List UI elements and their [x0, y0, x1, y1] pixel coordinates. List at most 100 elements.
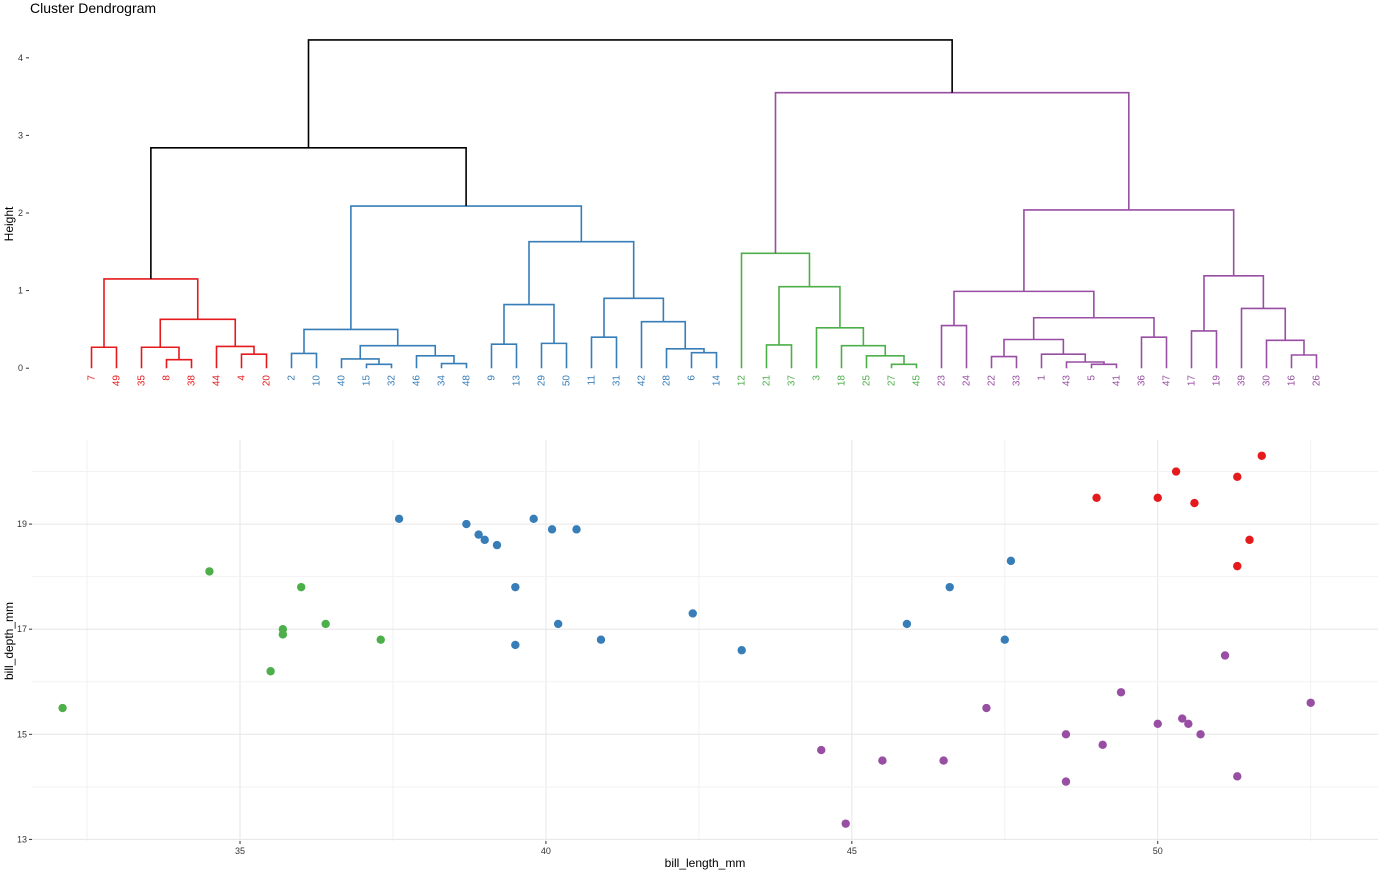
scatter-grid: [32, 440, 1378, 841]
scatter-point-purple: [1153, 719, 1162, 729]
dendrogram-branch: [440, 362, 468, 369]
scatter-point-blue: [945, 582, 954, 592]
dendrogram-leaf-label: 22: [987, 375, 998, 387]
dendrogram-branch: [765, 344, 793, 369]
scatter-point-purple: [1184, 719, 1193, 729]
dendrogram-branch: [307, 39, 953, 148]
scatter-point-purple: [1061, 777, 1071, 786]
scatter-panel: 35 40 45 50 13 15 17 19 bill_length_mm bill_de…: [2, 440, 1378, 870]
dendrogram-branch: [415, 354, 455, 369]
scatter-point-blue: [462, 519, 471, 529]
scatter-point-purple: [982, 703, 991, 713]
dendrogram-branch: [774, 91, 1130, 254]
dendrogram-leaf-label: 49: [112, 375, 123, 387]
scatter-point-blue: [596, 635, 606, 644]
dendrogram-leaf-label: 11: [587, 375, 598, 386]
dendrogram-branch: [165, 358, 193, 369]
dendrogram-branch: [740, 252, 811, 369]
dendrogram-branch: [865, 354, 905, 369]
dendrogram-y-tick-label: 0: [18, 363, 23, 373]
dendrogram-branch: [240, 353, 268, 369]
dendrogram-branch: [365, 363, 393, 369]
dendrogram-leaf-label: 34: [437, 375, 448, 387]
dendrogram-leaf-label: 20: [262, 375, 273, 387]
dendrogram-branches: [90, 39, 1318, 369]
scatter-point-green: [266, 667, 275, 676]
dendrogram-leaf-label: 42: [637, 375, 648, 387]
dendrogram-leaf-label: 44: [212, 375, 223, 387]
dendrogram-leaf-labels: 7 49 35 8 38 44 4 20 2 10 40 15 32 46 34 48 9 13 29 50 11 31 4…: [87, 375, 1323, 387]
dendrogram-branch: [159, 318, 237, 348]
dendrogram-leaf-label: 32: [387, 375, 398, 387]
dendrogram-leaf-label: 8: [162, 375, 173, 381]
scatter-point-purple: [1306, 698, 1315, 707]
scatter-x-axis-label: bill_length_mm: [665, 856, 746, 870]
dendrogram-branch: [1240, 307, 1287, 369]
dendrogram-branch: [590, 336, 618, 369]
scatter-point-purple: [841, 819, 850, 828]
dendrogram-leaf-label: 46: [412, 375, 423, 387]
dendrogram-branch: [140, 346, 180, 369]
dendrogram-leaf-label: 37: [787, 375, 798, 387]
scatter-point-purple: [1098, 740, 1107, 750]
dendrogram-leaf-label: 1: [1037, 375, 1048, 381]
dendrogram-leaf-label: 10: [312, 375, 323, 387]
scatter-point-red: [1257, 451, 1266, 460]
scatter-points: [58, 451, 1315, 828]
dendrogram-leaf-label: 12: [737, 375, 748, 387]
scatter-point-purple: [939, 756, 948, 765]
dendrogram-branch: [1032, 316, 1155, 340]
dendrogram-branch: [103, 278, 199, 348]
scatter-point-green: [297, 582, 306, 592]
dendrogram-leaf-label: 24: [962, 375, 973, 387]
dendrogram-leaf-label: 33: [1012, 375, 1023, 387]
scatter-point-blue: [572, 525, 581, 534]
dendrogram-leaf-label: 16: [1287, 375, 1298, 387]
dendrogram-leaf-label: 26: [1312, 375, 1323, 387]
scatter-y-axis-label: bill_depth_mm: [2, 602, 16, 680]
dendrogram-y-tick-label: 1: [18, 286, 23, 296]
dendrogram-leaf-label: 15: [362, 375, 373, 387]
dendrogram-branch: [690, 351, 718, 369]
dendrogram-leaf-label: 28: [662, 375, 673, 387]
scatter-y-ticks: 13 15 17 19: [17, 519, 32, 844]
dendrogram-leaf-label: 17: [1187, 375, 1198, 387]
dendrogram-branch: [1090, 363, 1118, 369]
scatter-y-tick-label: 17: [17, 624, 27, 634]
scatter-point-blue: [737, 646, 746, 655]
scatter-x-tick-label: 35: [235, 846, 245, 856]
scatter-y-tick-label: 15: [17, 729, 27, 739]
scatter-point-red: [1245, 535, 1254, 545]
scatter-point-blue: [474, 530, 483, 539]
dendrogram-branch: [350, 205, 583, 330]
dendrogram-leaf-label: 21: [762, 375, 773, 387]
dendrogram-leaf-label: 7: [87, 375, 98, 381]
dendrogram-leaf-label: 23: [937, 375, 948, 387]
dendrogram-leaf-label: 50: [562, 375, 573, 387]
dendrogram-branch: [490, 343, 518, 369]
dendrogram-branch: [1290, 354, 1318, 369]
dendrogram-leaf-label: 43: [1062, 375, 1073, 387]
scatter-point-red: [1171, 467, 1181, 476]
scatter-x-tick-label: 45: [847, 846, 857, 856]
scatter-point-blue: [547, 525, 557, 534]
dendrogram-branch: [840, 344, 887, 369]
scatter-point-blue: [688, 609, 697, 618]
scatter-point-green: [376, 635, 385, 644]
dendrogram-branch: [303, 328, 399, 354]
scatter-x-tick-label: 50: [1153, 846, 1163, 856]
dendrogram-leaf-label: 5: [1087, 375, 1098, 381]
dendrogram-branch: [640, 320, 687, 369]
dendrogram-branch: [150, 147, 467, 279]
dendrogram-leaf-label: 41: [1112, 375, 1123, 387]
scatter-point-blue: [492, 540, 502, 550]
dendrogram-branch: [528, 240, 635, 305]
dendrogram-branch: [290, 352, 318, 369]
dendrogram-branch: [890, 363, 918, 369]
scatter-point-blue: [480, 535, 489, 545]
dendrogram-leaf-label: 3: [812, 375, 823, 381]
scatter-point-blue: [394, 514, 404, 524]
dendrogram-leaf-label: 47: [1162, 375, 1173, 387]
dendrogram-leaf-label: 13: [512, 375, 523, 387]
